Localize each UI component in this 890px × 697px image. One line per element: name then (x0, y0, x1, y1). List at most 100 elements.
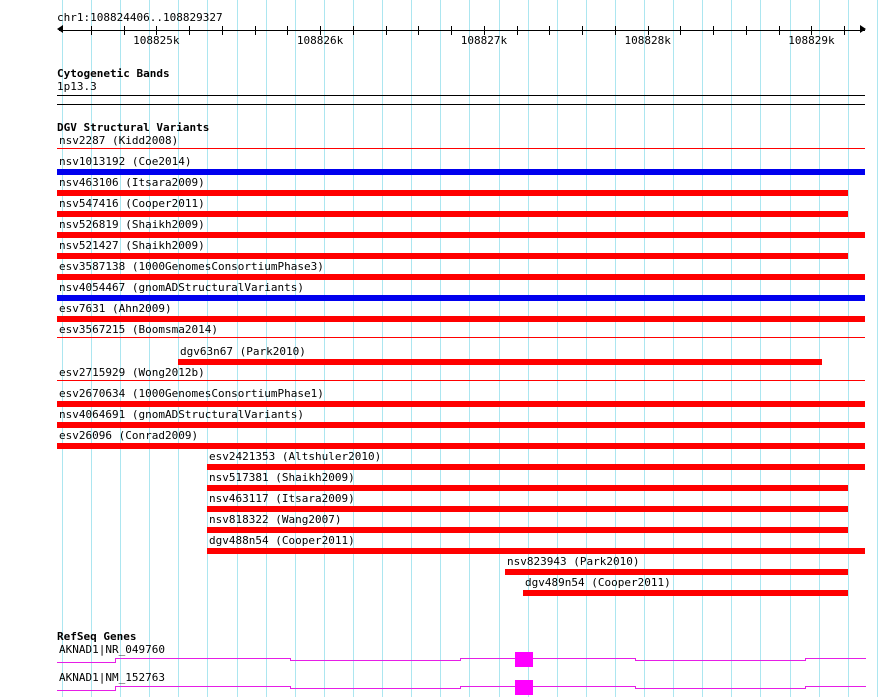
dgv-variant-bar[interactable] (505, 569, 848, 575)
refseq-intron-joiner (115, 658, 116, 663)
dgv-variant-label[interactable]: nsv1013192 (Coe2014) (59, 155, 192, 168)
dgv-variant-label[interactable]: nsv4054467 (gnomADStructuralVariants) (59, 281, 305, 294)
refseq-intron-line (115, 686, 290, 687)
dgv-variant-label[interactable]: nsv521427 (Shaikh2009) (59, 239, 205, 252)
ruler-tick (844, 26, 846, 35)
dgv-variant-bar[interactable] (207, 548, 865, 554)
ruler-tick (254, 26, 256, 35)
dgv-variant-label[interactable]: nsv526819 (Shaikh2009) (59, 218, 205, 231)
dgv-variant-bar[interactable] (57, 337, 865, 338)
dgv-variant-label[interactable]: esv3587138 (1000GenomesConsortiumPhase3) (59, 260, 324, 273)
ruler-tick (90, 26, 92, 35)
refseq-intron-line (635, 660, 805, 661)
cytogenetic-bands-title: Cytogenetic Bands (57, 67, 170, 80)
ruler-tick-label: 108827k (460, 34, 508, 47)
dgv-variant-bar[interactable] (178, 359, 822, 365)
arrow-right-icon[interactable] (860, 25, 866, 33)
dgv-variant-bar[interactable] (57, 401, 865, 407)
ruler-tick (516, 26, 518, 35)
dgv-variant-label[interactable]: nsv463106 (Itsara2009) (59, 176, 205, 189)
ruler-tick (385, 26, 387, 35)
refseq-intron-joiner (290, 658, 291, 661)
cytogenetic-band-rule-bottom (57, 104, 865, 105)
refseq-intron-line (460, 658, 635, 659)
dgv-variant-label[interactable]: nsv463117 (Itsara2009) (209, 492, 355, 505)
dgv-variant-label[interactable]: esv3567215 (Boomsma2014) (59, 323, 218, 336)
dgv-variant-label[interactable]: dgv63n67 (Park2010) (180, 345, 306, 358)
dgv-variant-bar[interactable] (57, 380, 865, 381)
gridline (877, 0, 878, 697)
ruler-tick-label: 108828k (624, 34, 671, 47)
dgv-variant-bar[interactable] (57, 253, 848, 259)
dgv-variant-label[interactable]: esv2421353 (Altshuler2010) (209, 450, 382, 463)
dgv-variant-label[interactable]: nsv547416 (Cooper2011) (59, 197, 205, 210)
ruler-tick (189, 26, 190, 35)
dgv-variant-bar[interactable] (57, 274, 865, 280)
cytogenetic-band-rule-top (57, 95, 865, 96)
ruler-tick (483, 26, 485, 35)
refseq-intron-joiner (460, 686, 461, 689)
dgv-variant-bar[interactable] (57, 232, 865, 238)
dgv-variant-bar[interactable] (57, 422, 865, 428)
dgv-variant-bar[interactable] (207, 506, 848, 512)
dgv-variant-bar[interactable] (57, 190, 848, 196)
dgv-variant-label[interactable]: nsv818322 (Wang2007) (209, 513, 342, 526)
ruler-tick (123, 26, 125, 35)
refseq-gene-label[interactable]: AKNAD1|NM_152763 (59, 671, 165, 684)
refseq-intron-line (635, 688, 805, 689)
dgv-variant-label[interactable]: esv26096 (Conrad2009) (59, 429, 199, 442)
dgv-variant-label[interactable]: dgv488n54 (Cooper2011) (209, 534, 355, 547)
dgv-variant-label[interactable]: nsv2287 (Kidd2008) (59, 134, 179, 147)
ruler-tick (745, 26, 747, 35)
refseq-intron-joiner (805, 686, 806, 689)
refseq-intron-joiner (290, 686, 291, 689)
region-coordinates-label: chr1:108824406..108829327 (57, 11, 223, 24)
ruler-tick (221, 26, 223, 35)
coordinate-ruler[interactable]: chr1:108824406..108829327 108825k 108826k… (0, 0, 890, 52)
ruler-axis-line (59, 30, 865, 31)
refseq-intron-line (290, 688, 460, 689)
dgv-variant-label[interactable]: esv2670634 (1000GenomesConsortiumPhase1) (59, 387, 324, 400)
dgv-variant-label[interactable]: esv7631 (Ahn2009) (59, 302, 172, 315)
ruler-tick (287, 26, 289, 35)
ruler-tick (451, 26, 453, 35)
dgv-variant-label[interactable]: nsv823943 (Park2010) (507, 555, 640, 568)
ruler-tick-label: 108829k (788, 34, 835, 47)
refseq-gene-label[interactable]: AKNAD1|NR_049760 (59, 643, 165, 656)
refseq-intron-joiner (635, 658, 636, 661)
refseq-intron-line (290, 660, 460, 661)
dgv-variant-label[interactable]: dgv489n54 (Cooper2011) (525, 576, 671, 589)
refseq-intron-line (805, 686, 866, 687)
ruler-tick (647, 26, 649, 35)
dgv-variant-label[interactable]: nsv4064691 (gnomADStructuralVariants) (59, 408, 305, 421)
refseq-intron-joiner (805, 658, 806, 661)
refseq-intron-joiner (460, 658, 461, 661)
refseq-intron-joiner (635, 686, 636, 689)
dgv-variant-bar[interactable] (207, 527, 848, 533)
dgv-variant-label[interactable]: esv2715929 (Wong2012b) (59, 366, 205, 379)
ruler-tick (713, 26, 715, 35)
dgv-variant-bar[interactable] (57, 169, 865, 175)
dgv-variant-bar[interactable] (57, 148, 865, 149)
ruler-tick (352, 26, 354, 35)
cytogenetic-band-label[interactable]: 1p13.3 (57, 80, 97, 93)
ruler-tick (156, 26, 158, 35)
ruler-tick (418, 26, 420, 35)
refseq-intron-line (805, 658, 866, 659)
ruler-tick (320, 26, 322, 35)
refseq-intron-line (57, 690, 115, 691)
refseq-exon-block[interactable] (515, 680, 533, 695)
dgv-variant-bar[interactable] (207, 485, 848, 491)
dgv-variant-bar[interactable] (523, 590, 848, 596)
refseq-exon-block[interactable] (515, 652, 533, 667)
dgv-variant-bar[interactable] (57, 443, 865, 449)
ruler-tick (549, 26, 551, 35)
dgv-variant-label[interactable]: nsv517381 (Shaikh2009) (209, 471, 355, 484)
dgv-variant-bar[interactable] (57, 211, 848, 217)
arrow-left-icon[interactable] (57, 25, 63, 33)
ruler-tick (680, 26, 682, 35)
dgv-variant-bar[interactable] (57, 295, 865, 301)
dgv-variant-bar[interactable] (57, 316, 865, 322)
dgv-structural-variants-title: DGV Structural Variants (57, 121, 210, 134)
dgv-variant-bar[interactable] (207, 464, 865, 470)
